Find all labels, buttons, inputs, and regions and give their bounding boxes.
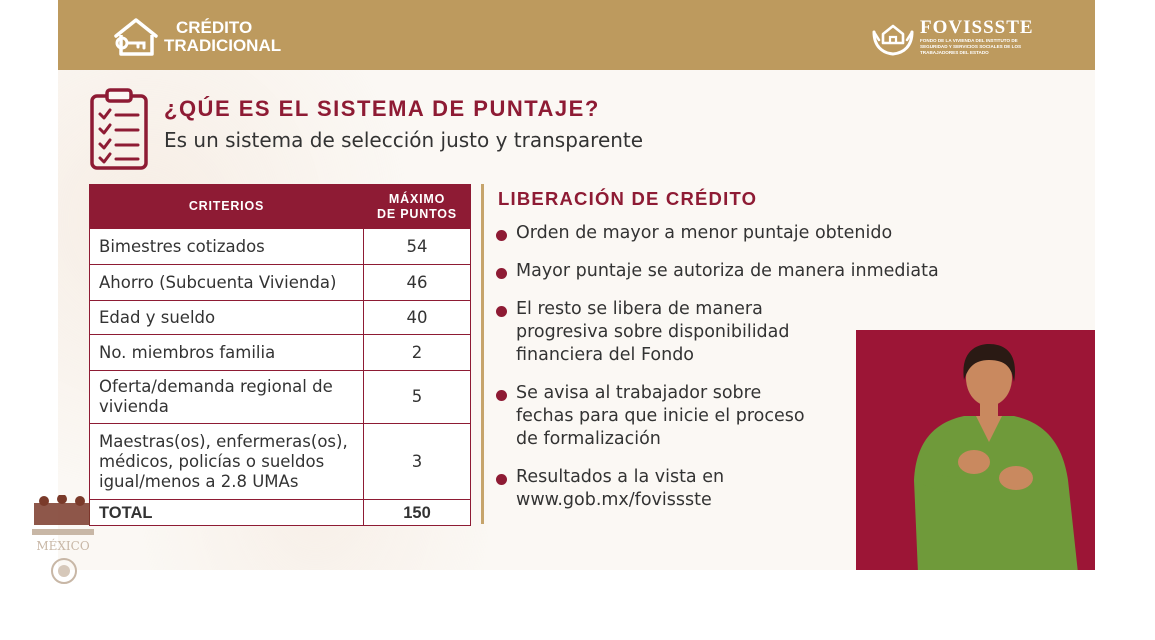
bullet-icon [496,474,507,485]
clipboard-checklist-icon [90,88,148,170]
points-cell: 2 [363,334,471,371]
brand-name: FOVISSSTE [920,17,1034,38]
credito-tradicional-logo: CRÉDITO TRADICIONAL [110,14,290,60]
liberacion-list: Orden de mayor a menor puntaje obtenido … [496,222,1016,512]
points-cell: 40 [363,300,471,335]
column-header-criteria: CRITERIOS [89,184,364,229]
total-points-cell: 150 [363,499,471,526]
criterion-cell: Edad y sueldo [89,300,364,335]
bullet-icon [496,306,507,317]
table-total-row: TOTAL 150 [89,499,471,526]
table-row: Bimestres cotizados 54 [89,228,471,265]
list-item: Se avisa al trabajador sobre fechas para… [496,382,816,451]
bullet-icon [496,268,507,279]
sign-language-interpreter-video [856,330,1095,570]
program-name-line1: CRÉDITO [176,18,253,37]
bullet-icon [496,390,507,401]
list-item: Orden de mayor a menor puntaje obtenido [496,222,1016,245]
points-cell: 54 [363,228,471,265]
table-header-row: CRITERIOS MÁXIMO DE PUNTOS [89,184,471,229]
list-item: Mayor puntaje se autoriza de manera inme… [496,260,1016,283]
criterion-cell: Ahorro (Subcuenta Vivienda) [89,264,364,301]
column-header-max-points: MÁXIMO DE PUNTOS [363,184,471,229]
criterion-cell: Maestras(os), enfermeras(os), médicos, p… [89,423,364,500]
table-row: Ahorro (Subcuenta Vivienda) 46 [89,264,471,301]
slide: CRÉDITO TRADICIONAL FOVISSSTE FONDO DE L… [58,0,1095,570]
criterion-cell: Oferta/demanda regional de vivienda [89,370,364,424]
list-item: El resto se libera de manera progresiva … [496,298,836,367]
points-cell: 46 [363,264,471,301]
header-bar: CRÉDITO TRADICIONAL FOVISSSTE FONDO DE L… [58,0,1095,70]
table-row: No. miembros familia 2 [89,334,471,371]
table-row: Oferta/demanda regional de vivienda 5 [89,370,471,424]
interpreter-figure [914,344,1078,570]
bullet-icon [496,230,507,241]
points-cell: 5 [363,370,471,424]
house-key-icon [114,18,158,56]
brand-subtitle: FONDO DE LA VIVIENDA DEL INSTITUTO DE SE… [920,38,1022,55]
total-label-cell: TOTAL [89,499,364,526]
gobierno-mexico-logo: MÉXICO [32,495,94,584]
table-row: Edad y sueldo 40 [89,300,471,335]
hands-house-icon [872,24,914,56]
table-row: Maestras(os), enfermeras(os), médicos, p… [89,423,471,500]
fovissste-logo: FOVISSSTE FONDO DE LA VIVIENDA DEL INSTI… [870,15,1070,59]
criterion-cell: No. miembros familia [89,334,364,371]
vertical-divider [481,184,484,524]
criterion-cell: Bimestres cotizados [89,228,364,265]
points-cell: 3 [363,423,471,500]
section-title: ¿QÚE ES EL SISTEMA DE PUNTAJE? [164,96,600,121]
program-name-line2: TRADICIONAL [164,36,282,55]
list-item: Resultados a la vista en www.gob.mx/fovi… [496,466,756,512]
liberacion-title: LIBERACIÓN DE CRÉDITO [498,188,758,209]
gov-logo-text: MÉXICO [36,538,90,553]
section-subtitle: Es un sistema de selección justo y trans… [164,128,644,152]
criteria-table: CRITERIOS MÁXIMO DE PUNTOS Bimestres cot… [89,184,471,526]
